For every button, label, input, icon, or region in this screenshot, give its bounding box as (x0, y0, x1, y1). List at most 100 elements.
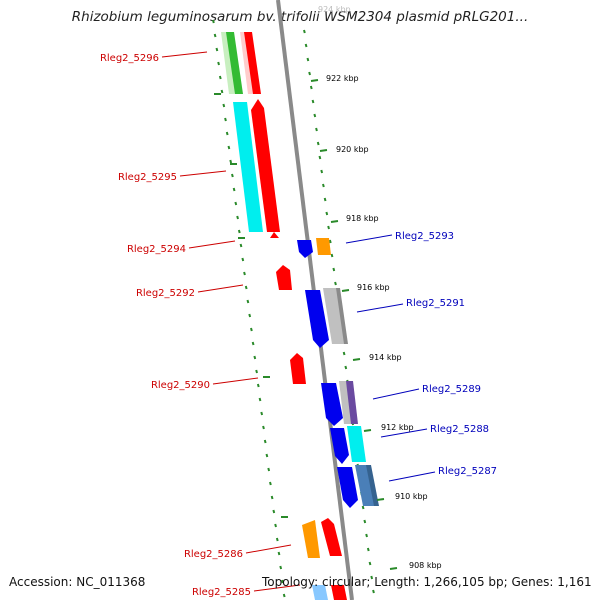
gene-label-rleg2-5295[interactable]: Rleg2_5295 (118, 172, 177, 183)
gene-label-rleg2-5292[interactable]: Rleg2_5292 (136, 288, 195, 299)
tick-mark (332, 267, 336, 272)
ruler-label: 912 kbp (381, 423, 414, 432)
tick-mark (282, 593, 286, 598)
gene-bar-5295[interactable] (233, 102, 263, 232)
ruler-label: 922 kbp (326, 74, 359, 83)
gene-bar-5295-red[interactable] (251, 99, 280, 232)
gene-bar-5291-gray-edge[interactable] (336, 288, 348, 344)
tick-mark (366, 547, 370, 552)
tick-mark (323, 197, 327, 202)
map-title: Rhizobium leguminosarum bv. trifolii WSM… (71, 9, 529, 25)
tick-mark (279, 565, 283, 570)
tick-mark (309, 85, 313, 90)
ruler-label: 910 kbp (395, 492, 428, 501)
tick-mark (327, 225, 330, 230)
tick-mark (275, 537, 279, 542)
tick-mark (274, 523, 277, 528)
gene-bar-5289[interactable] (321, 383, 343, 426)
tick-mark (272, 509, 276, 514)
tick-mark (258, 397, 262, 402)
ruler-label: 918 kbp (346, 214, 379, 223)
tick-mark (225, 131, 229, 136)
tick-mark (265, 453, 269, 458)
tick-mark (239, 243, 243, 248)
gene-bar-5288-cyan[interactable] (347, 426, 366, 462)
tick-mark (344, 365, 348, 370)
right-labels: Rleg2_5293 Rleg2_5291 Rleg2_5289 Rleg2_5… (345, 231, 497, 482)
tick-mark (248, 313, 252, 318)
tick-mark (361, 505, 365, 510)
tick-mark (304, 43, 308, 48)
gene-bar-5285-cyan[interactable] (312, 585, 328, 600)
tick-mark (224, 117, 227, 122)
gene-label-rleg2-5294[interactable]: Rleg2_5294 (127, 244, 186, 255)
gene-bar-5285-red[interactable] (331, 585, 347, 600)
tick-mark (325, 211, 329, 216)
tick-mark (262, 425, 265, 430)
tick-mark (322, 183, 325, 188)
gene-label-rleg2-5288[interactable]: Rleg2_5288 (430, 424, 489, 435)
tick-mark (316, 141, 320, 146)
gene-label-rleg2-5291[interactable]: Rleg2_5291 (406, 298, 465, 309)
gene-bar-5294[interactable] (270, 232, 279, 238)
gene-bar-5296-red[interactable] (244, 32, 261, 94)
tick-mark (220, 89, 224, 94)
gene-bar-5286-red[interactable] (321, 518, 342, 556)
tick-mark (313, 113, 317, 118)
tick-mark (311, 99, 315, 104)
left-strand-genes (221, 32, 347, 600)
gene-label-rleg2-5293[interactable]: Rleg2_5293 (395, 231, 454, 242)
tick-mark (281, 579, 284, 584)
gene-label-rleg2-5289[interactable]: Rleg2_5289 (422, 384, 481, 395)
tick-mark (330, 253, 334, 258)
tick-mark (365, 533, 368, 538)
tick-mark (303, 29, 306, 34)
tick-mark (232, 187, 236, 192)
gene-bar-5293[interactable] (297, 240, 313, 258)
tick-mark (269, 481, 272, 486)
gene-bar-5293-orange[interactable] (316, 238, 331, 255)
tick-mark (370, 575, 374, 580)
tick-mark (270, 495, 274, 500)
gene-bar-5286-orange[interactable] (302, 520, 320, 558)
tick-mark (243, 271, 246, 276)
gene-label-rleg2-5290[interactable]: Rleg2_5290 (151, 380, 210, 391)
tick-mark (244, 285, 248, 290)
tick-mark (237, 229, 241, 234)
tick-mark (229, 159, 233, 164)
tick-mark (315, 127, 318, 132)
ruler-label: 920 kbp (336, 145, 369, 154)
gene-bar-5291[interactable] (305, 290, 329, 348)
gene-label-rleg2-5285[interactable]: Rleg2_5285 (192, 587, 251, 598)
gene-bar-5289-purple[interactable] (346, 381, 358, 424)
gene-bar-5287-steel-dark[interactable] (366, 465, 379, 506)
gene-bar-5296[interactable] (226, 32, 243, 94)
gene-bar-5287[interactable] (337, 467, 358, 508)
gene-label-rleg2-5287[interactable]: Rleg2_5287 (438, 466, 497, 477)
tick-mark (246, 299, 250, 304)
tick-mark (320, 169, 324, 174)
tick-mark (363, 519, 367, 524)
tick-mark (277, 551, 281, 556)
gene-bar-5290[interactable] (290, 353, 306, 384)
gene-bar-5288[interactable] (330, 428, 349, 464)
tick-mark (231, 173, 234, 178)
tick-mark (241, 257, 245, 262)
gene-bar-5289-gray[interactable] (339, 381, 352, 424)
tick-mark (267, 467, 271, 472)
gene-bar-5292[interactable] (276, 265, 292, 290)
tick-mark (255, 369, 258, 374)
tick-mark (256, 383, 260, 388)
gene-label-rleg2-5286[interactable]: Rleg2_5286 (184, 549, 243, 560)
tick-mark (251, 341, 255, 346)
accession-text: Accession: NC_011368 (9, 575, 146, 589)
tick-mark (260, 411, 264, 416)
tick-mark (236, 215, 239, 220)
tick-mark (328, 239, 332, 244)
tick-mark (306, 57, 310, 62)
ruler-label: 914 kbp (369, 353, 402, 362)
gene-label-rleg2-5296[interactable]: Rleg2_5296 (100, 53, 159, 64)
tick-mark (227, 145, 231, 150)
ruler: 924 kbp 922 kbp 920 kbp 918 kbp 916 kbp … (214, 5, 442, 570)
